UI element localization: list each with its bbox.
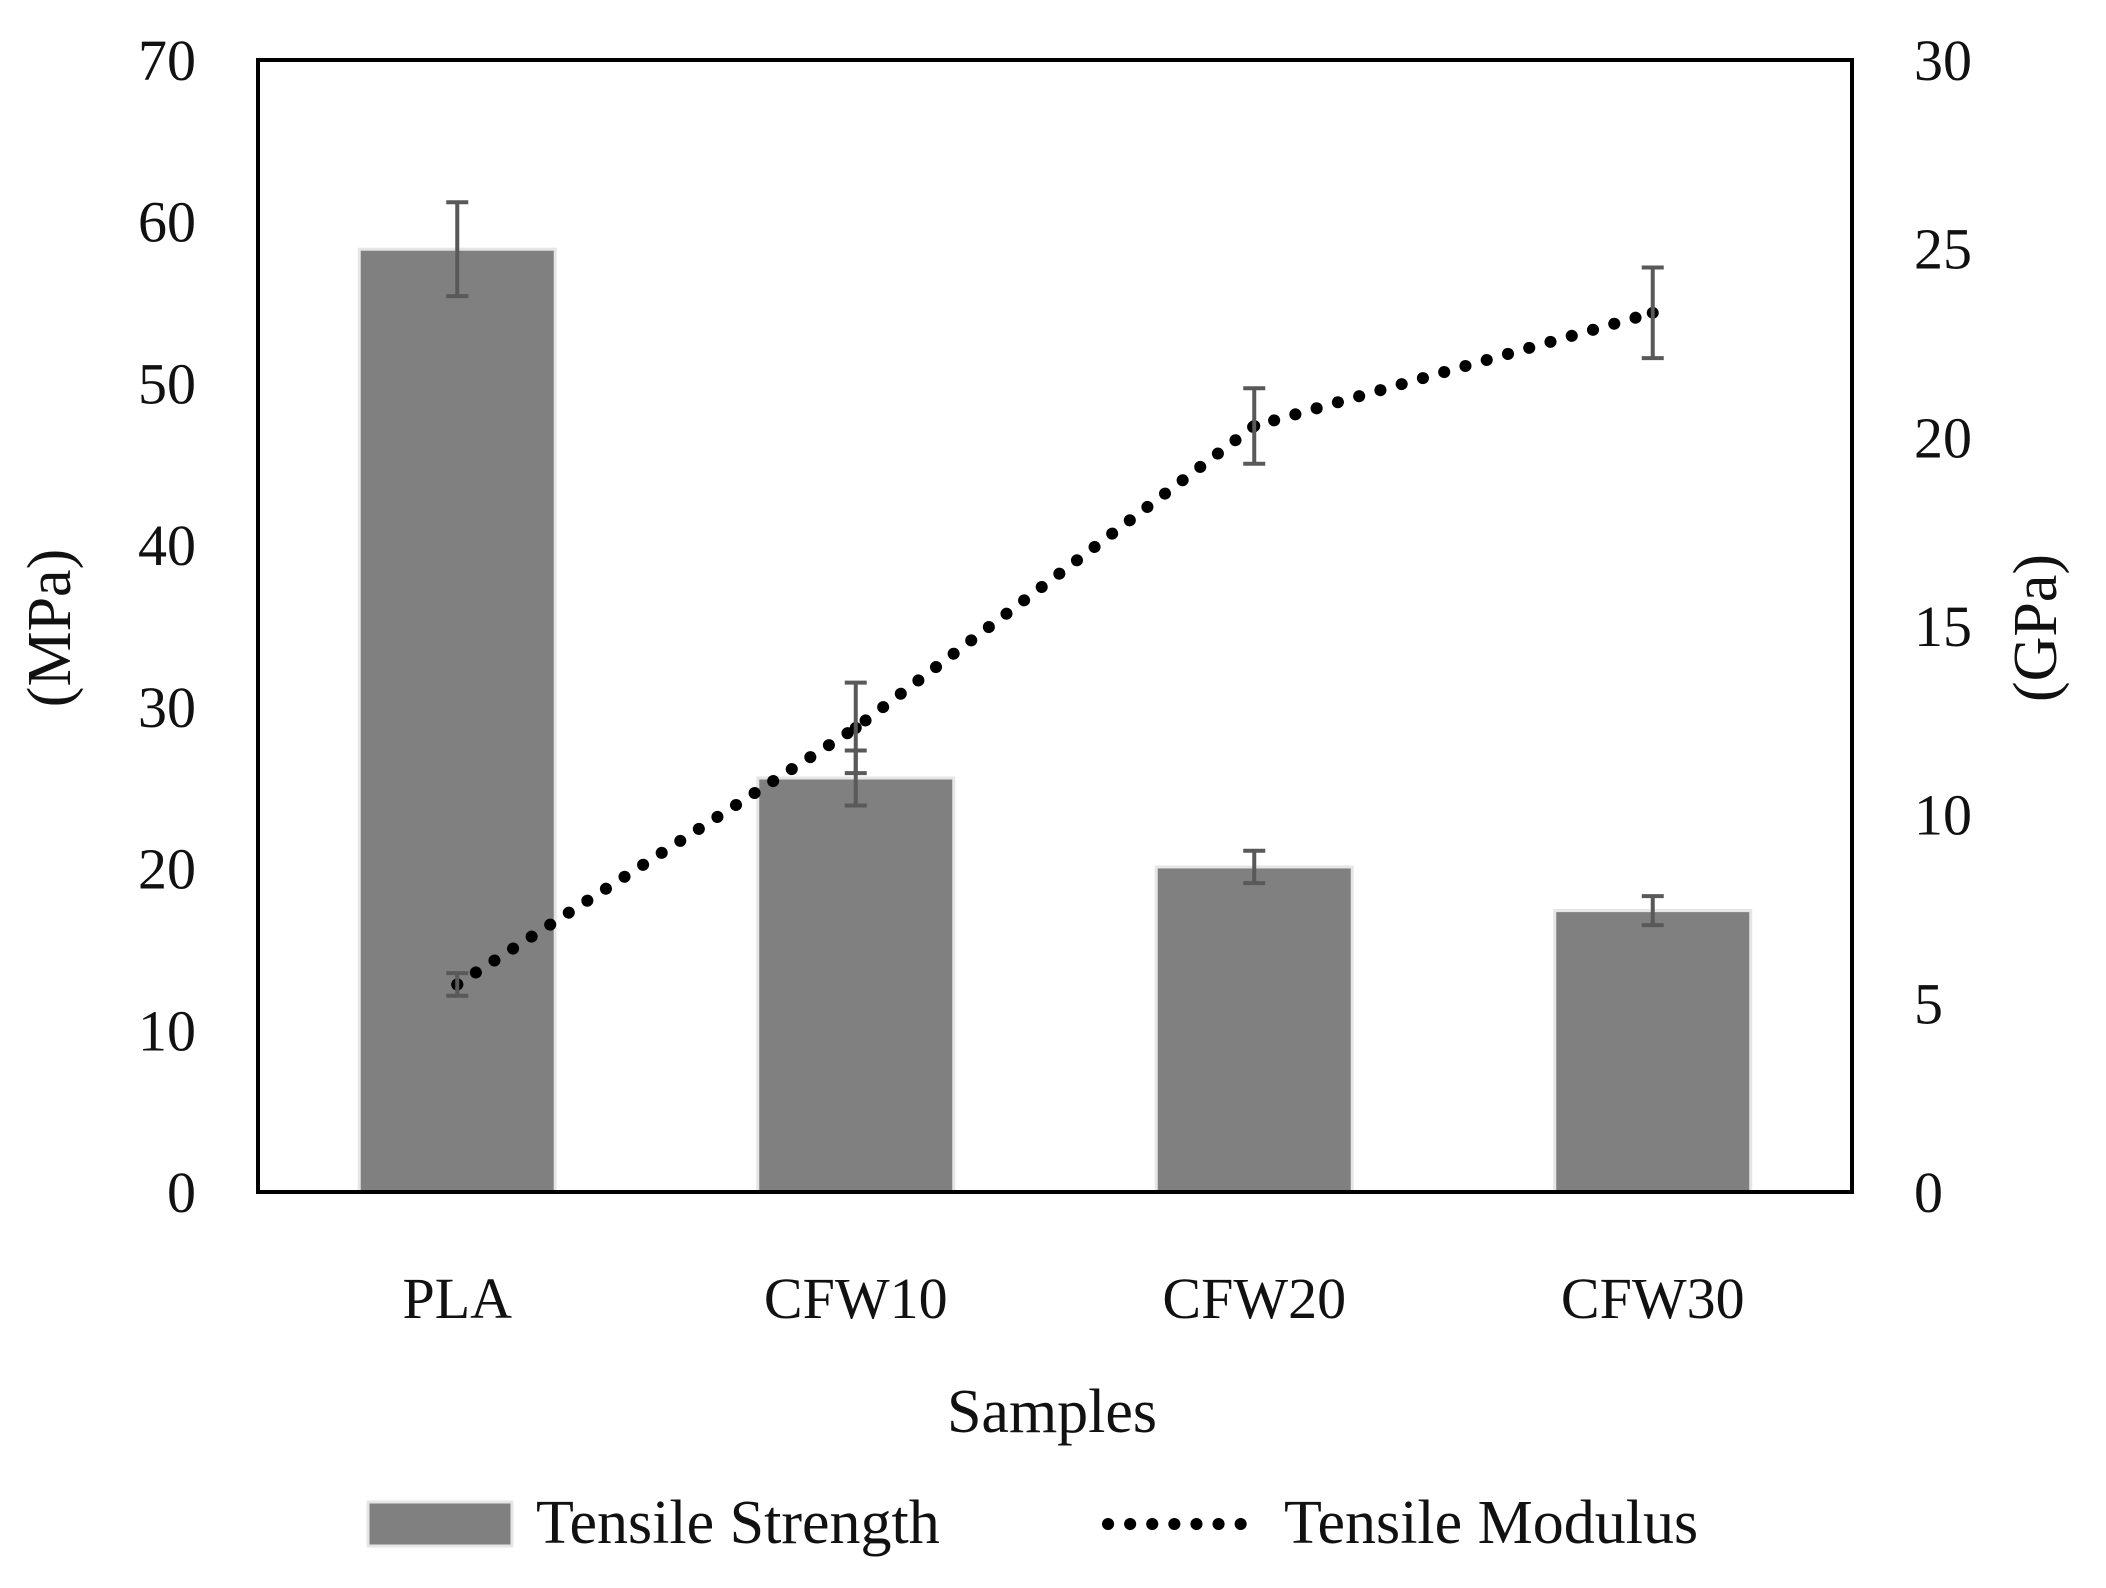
y-tick-label: 30 — [138, 675, 196, 740]
bars-layer — [357, 247, 1753, 1194]
y-tick-label: 10 — [138, 998, 196, 1063]
y2-tick-label: 25 — [1914, 217, 1972, 282]
bar-cfw20 — [1154, 865, 1354, 1194]
y2-tick-label: 20 — [1914, 405, 1972, 470]
modulus-error-cfw10 — [844, 680, 867, 776]
y2-tick-label: 15 — [1914, 594, 1972, 659]
y2-tick-label: 0 — [1914, 1160, 1943, 1225]
modulus-error-pla — [446, 971, 469, 998]
category-labels: PLA CFW10 CFW20 CFW30 — [402, 1266, 1744, 1331]
modulus-error-cfw20 — [1243, 386, 1266, 466]
y2-axis-title: (GPa) — [2002, 554, 2070, 702]
bar-error-cfw30 — [1641, 894, 1664, 928]
bar-cfw30 — [1553, 909, 1753, 1194]
legend-label-tensile-strength: Tensile Strength — [536, 1489, 940, 1557]
left-axis-ticks: 0 10 20 30 40 50 60 70 — [138, 28, 196, 1225]
right-axis-ticks: 0 5 10 15 20 25 30 — [1914, 28, 1972, 1225]
x-tick-label-cfw10: CFW10 — [764, 1266, 948, 1331]
y-tick-label: 20 — [138, 837, 196, 902]
bar-error-cfw20 — [1243, 848, 1266, 886]
x-tick-label-cfw30: CFW30 — [1561, 1266, 1745, 1331]
modulus-line — [451, 306, 1659, 991]
y-tick-label: 0 — [167, 1160, 196, 1225]
modulus-error-bars — [446, 265, 1664, 998]
legend-label-tensile-modulus: Tensile Modulus — [1284, 1489, 1698, 1557]
y-tick-label: 50 — [138, 351, 196, 416]
bar-pla — [357, 247, 557, 1194]
bar-error-pla — [446, 200, 469, 299]
x-tick-label-pla: PLA — [402, 1266, 512, 1331]
y-tick-label: 60 — [138, 190, 196, 255]
legend: Tensile Strength Tensile Modulus — [366, 1489, 1698, 1557]
legend-swatch-tensile-strength — [366, 1500, 514, 1548]
y2-tick-label: 5 — [1914, 971, 1943, 1036]
bar-error-bars — [446, 200, 1664, 928]
modulus-error-cfw30 — [1641, 265, 1664, 361]
y2-tick-label: 10 — [1914, 783, 1972, 848]
y-tick-label: 40 — [138, 513, 196, 578]
plot-frame — [256, 58, 1854, 1194]
x-tick-label-cfw20: CFW20 — [1162, 1266, 1346, 1331]
y2-tick-label: 30 — [1914, 28, 1972, 93]
modulus-line-layer — [451, 306, 1659, 991]
x-axis-title: Samples — [947, 1378, 1157, 1446]
y-tick-label: 70 — [138, 28, 196, 93]
y-axis-title: (MPa) — [16, 549, 84, 707]
bar-cfw10 — [756, 776, 956, 1194]
